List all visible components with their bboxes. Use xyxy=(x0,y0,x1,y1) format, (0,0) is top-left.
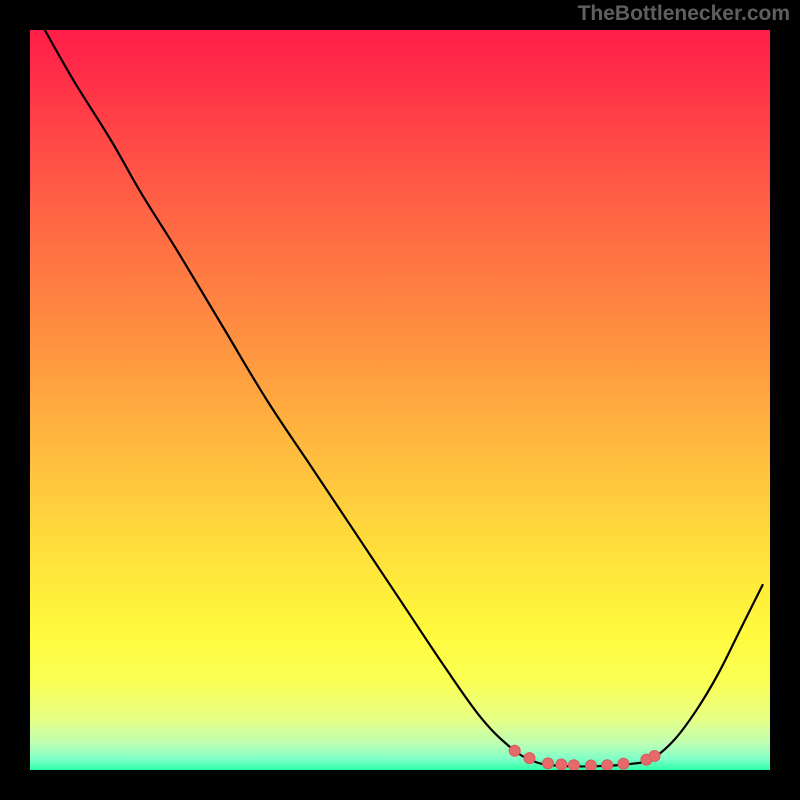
chart-container: TheBottlenecker.com xyxy=(0,0,800,800)
trough-marker xyxy=(556,759,567,770)
watermark-text: TheBottlenecker.com xyxy=(578,2,790,26)
bottleneck-chart xyxy=(0,0,800,800)
plot-background xyxy=(30,30,770,770)
trough-marker xyxy=(568,760,579,771)
trough-marker xyxy=(649,750,660,761)
trough-marker xyxy=(585,760,596,771)
trough-marker xyxy=(524,753,535,764)
trough-marker xyxy=(509,745,520,756)
trough-marker xyxy=(543,758,554,769)
trough-marker xyxy=(618,758,629,769)
trough-marker xyxy=(602,760,613,771)
